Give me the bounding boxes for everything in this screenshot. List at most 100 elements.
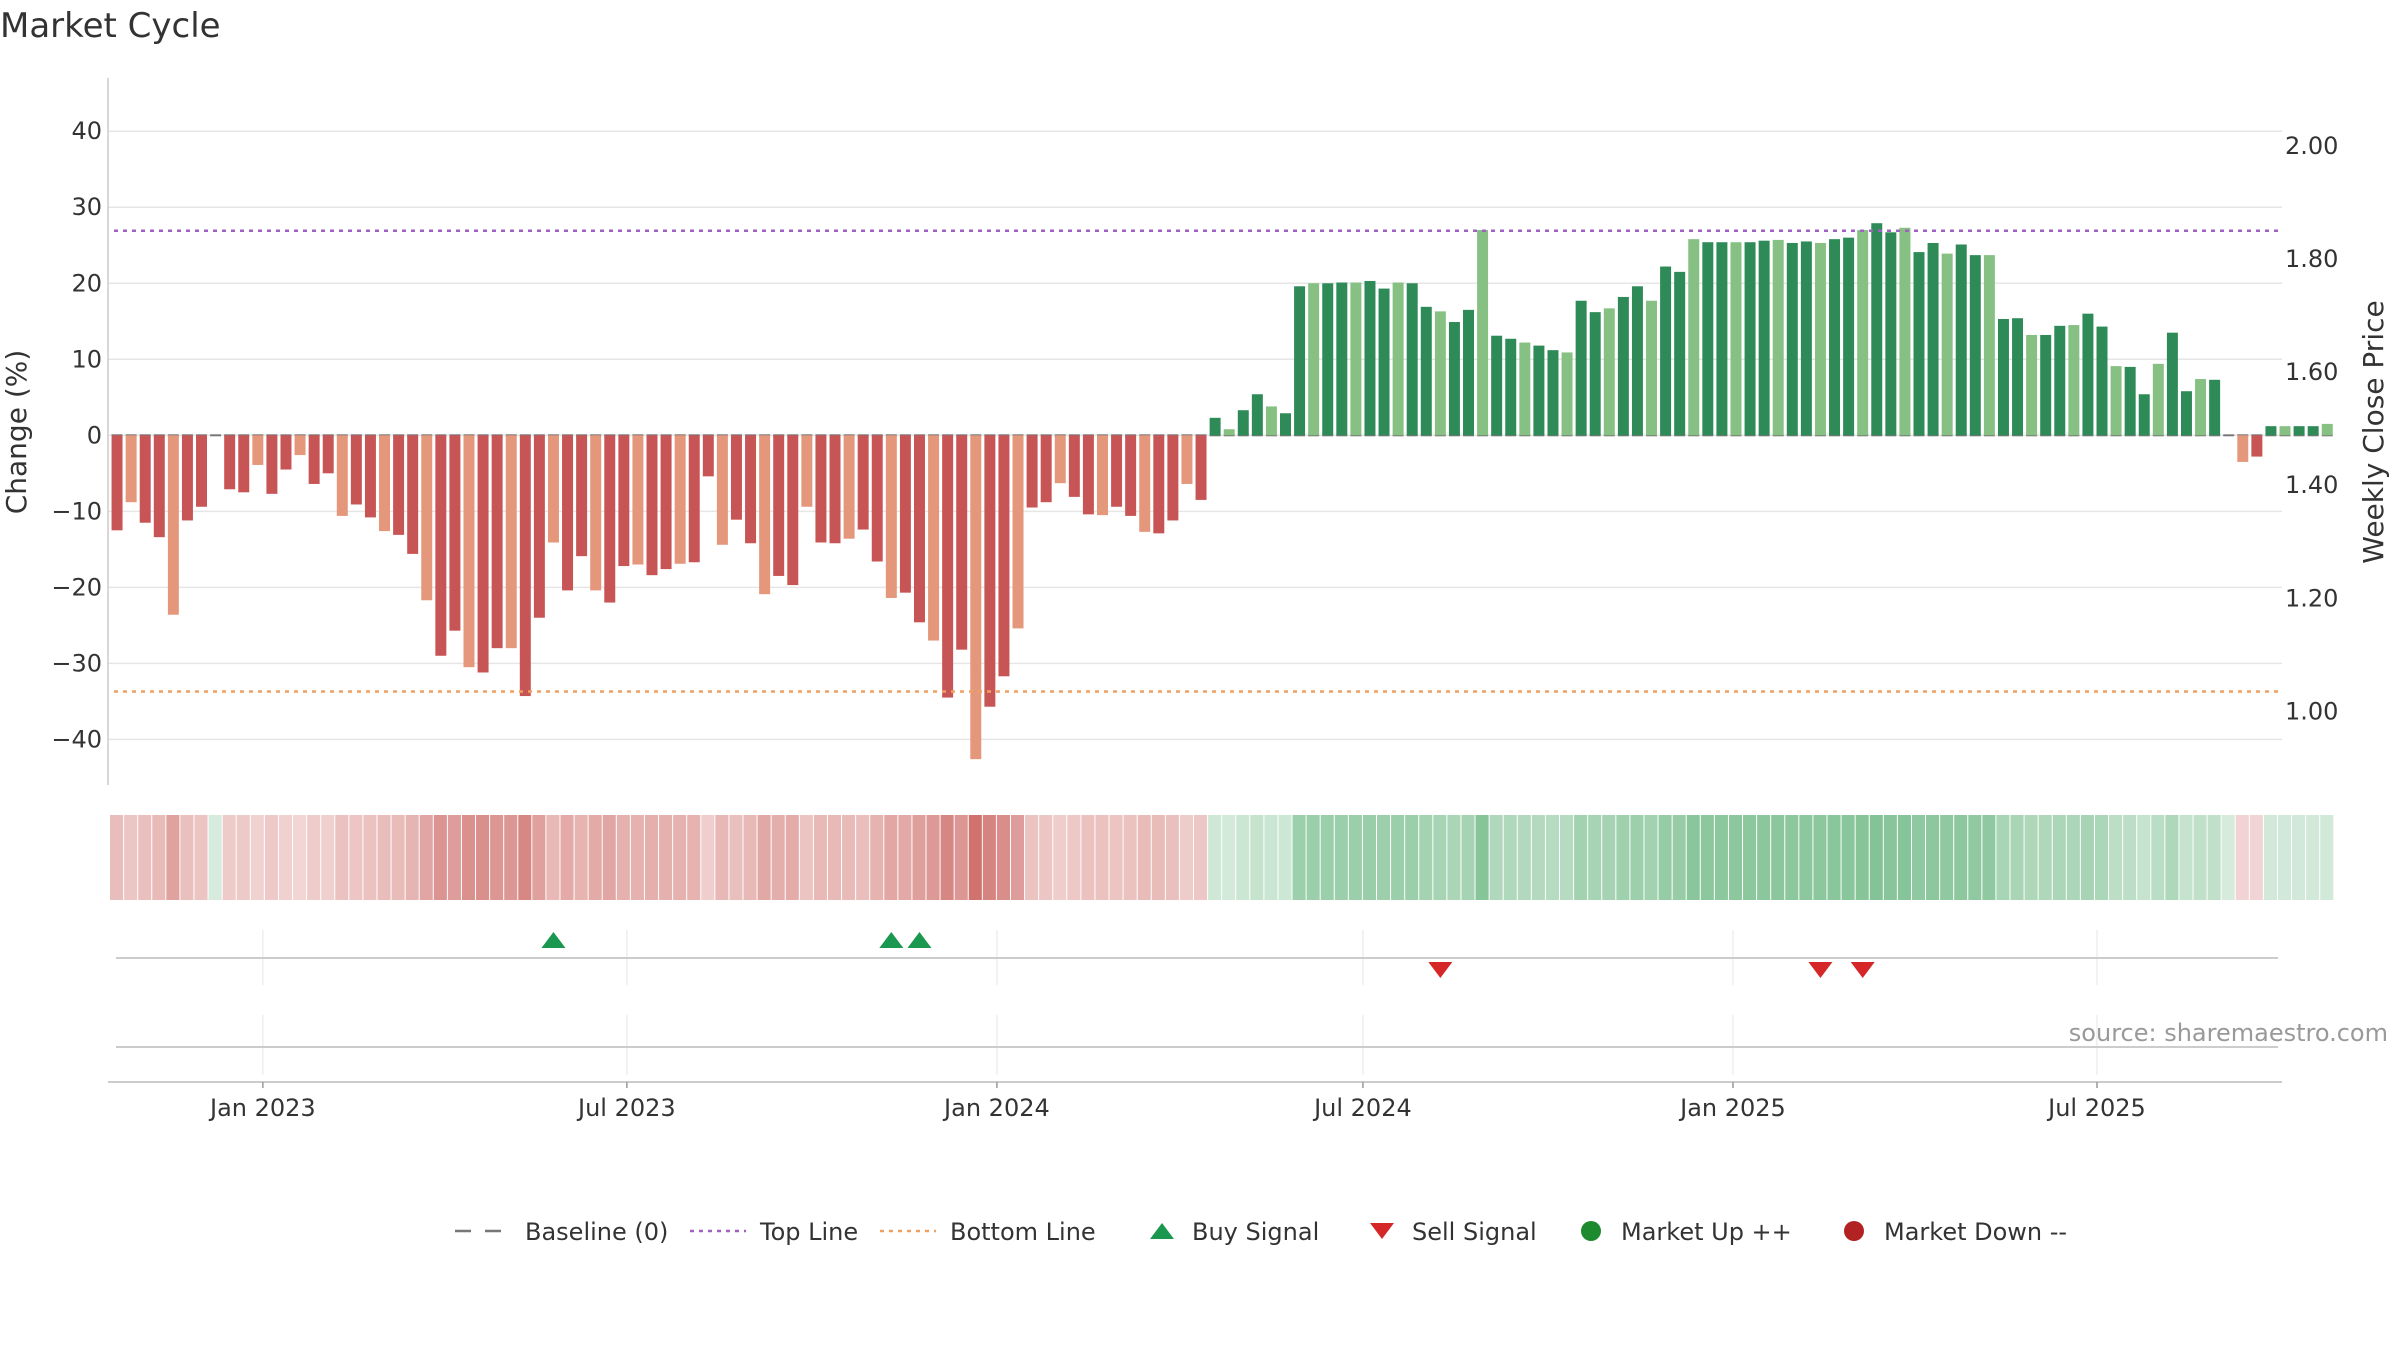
heat-strip-cell: [1433, 815, 1447, 900]
bar: [646, 435, 658, 576]
bar: [1153, 435, 1165, 534]
heat-strip-cell: [2249, 815, 2263, 900]
y2-tick-label: 1.40: [2285, 471, 2338, 499]
heat-strip-cell: [349, 815, 363, 900]
chart-title: Market Cycle: [0, 6, 221, 46]
bar: [181, 435, 193, 521]
heat-strip-cell: [2207, 815, 2221, 900]
bar: [1448, 322, 1460, 436]
bar: [1209, 417, 1221, 436]
bar: [562, 435, 574, 591]
heat-strip-cell: [1883, 815, 1897, 900]
heat-strip-cell: [321, 815, 335, 900]
bar: [2195, 379, 2207, 436]
bar: [1758, 240, 1770, 436]
bar: [913, 435, 925, 623]
heat-strip-cell: [138, 815, 152, 900]
bar: [1899, 227, 1911, 436]
bar: [2293, 426, 2305, 436]
heat-strip-cell: [1447, 815, 1461, 900]
y-tick-label: −20: [51, 573, 102, 601]
bar: [2180, 391, 2192, 436]
heat-strip-cell: [560, 815, 574, 900]
heat-strip-cell: [2109, 815, 2123, 900]
bar: [956, 435, 968, 650]
bar: [449, 435, 461, 631]
heat-strip-cell: [2235, 815, 2249, 900]
heat-strip-cell: [1869, 815, 1883, 900]
bar: [1125, 435, 1137, 516]
bar: [505, 435, 517, 649]
heat-strip-cell: [743, 815, 757, 900]
bar: [2110, 366, 2122, 436]
buy-signal-marker: [541, 932, 566, 948]
heat-strip-cell: [461, 815, 476, 900]
heat-strip-cell: [532, 815, 546, 900]
heat-strip-cell: [2010, 815, 2024, 900]
bar: [2068, 325, 2080, 436]
bar: [1012, 435, 1024, 629]
bar: [2279, 426, 2291, 436]
heat-strip-cell: [926, 815, 940, 900]
bar: [1730, 242, 1742, 436]
heat-strip-cell: [504, 815, 518, 900]
bar: [111, 435, 123, 531]
bar: [2026, 334, 2038, 436]
bar: [688, 435, 700, 563]
bar: [1955, 244, 1967, 436]
bar: [1744, 242, 1756, 436]
heat-strip-cell: [1700, 815, 1714, 900]
heat-strip-cell: [335, 815, 349, 900]
heat-strip-cell: [1025, 815, 1039, 900]
heat-strip-cell: [1574, 815, 1588, 900]
heat-strip-cell: [1686, 815, 1700, 900]
heat-strip-cell: [2066, 815, 2080, 900]
y-axis-title: Change (%): [0, 350, 33, 515]
heat-strip-cell: [377, 815, 391, 900]
bar: [2124, 366, 2136, 436]
heat-strip-cell: [1630, 815, 1644, 900]
heat-strip-cell: [574, 815, 588, 900]
heat-strip-cell: [1785, 815, 1799, 900]
y2-tick-label: 1.00: [2285, 697, 2338, 725]
bar: [857, 435, 869, 530]
bar: [773, 435, 785, 576]
heat-strip-cell: [1560, 815, 1574, 900]
heat-strip-cell: [912, 815, 926, 900]
heat-strip-cell: [659, 815, 673, 900]
heat-strip-cell: [1461, 815, 1475, 900]
bar: [1054, 435, 1066, 484]
buy-signal-marker: [879, 932, 904, 948]
heat-strip-cell: [588, 815, 602, 900]
heat-strip-cell: [2038, 815, 2052, 900]
heat-strip-cell: [1010, 815, 1025, 900]
heat-strip-cell: [1616, 815, 1630, 900]
x-tick-label: Jul 2024: [1312, 1094, 1412, 1122]
heat-strip-cell: [673, 815, 687, 900]
bar: [1617, 296, 1629, 436]
heat-strip-cell: [2151, 815, 2165, 900]
heat-strip-cell: [968, 815, 982, 900]
bar: [2251, 435, 2263, 457]
bar: [1082, 435, 1094, 515]
heat-strip-cell: [1545, 815, 1560, 900]
bar: [1477, 230, 1489, 436]
bar: [1392, 282, 1404, 436]
heat-strip-layer: [110, 815, 2334, 900]
bar: [1871, 223, 1883, 436]
bar: [1814, 242, 1826, 436]
bar: [1786, 242, 1798, 436]
heat-strip-cell: [391, 815, 405, 900]
legend-label: Top Line: [759, 1218, 858, 1246]
bar: [984, 435, 996, 707]
bar: [407, 435, 419, 554]
bar: [1322, 283, 1334, 436]
heat-strip-cell: [1841, 815, 1855, 900]
bar: [252, 435, 264, 465]
bar: [1660, 266, 1672, 436]
heat-strip-cell: [518, 815, 532, 900]
heat-strip-cell: [1827, 815, 1841, 900]
heat-strip-cell: [490, 815, 504, 900]
bar: [604, 435, 616, 603]
bar: [1265, 406, 1277, 436]
